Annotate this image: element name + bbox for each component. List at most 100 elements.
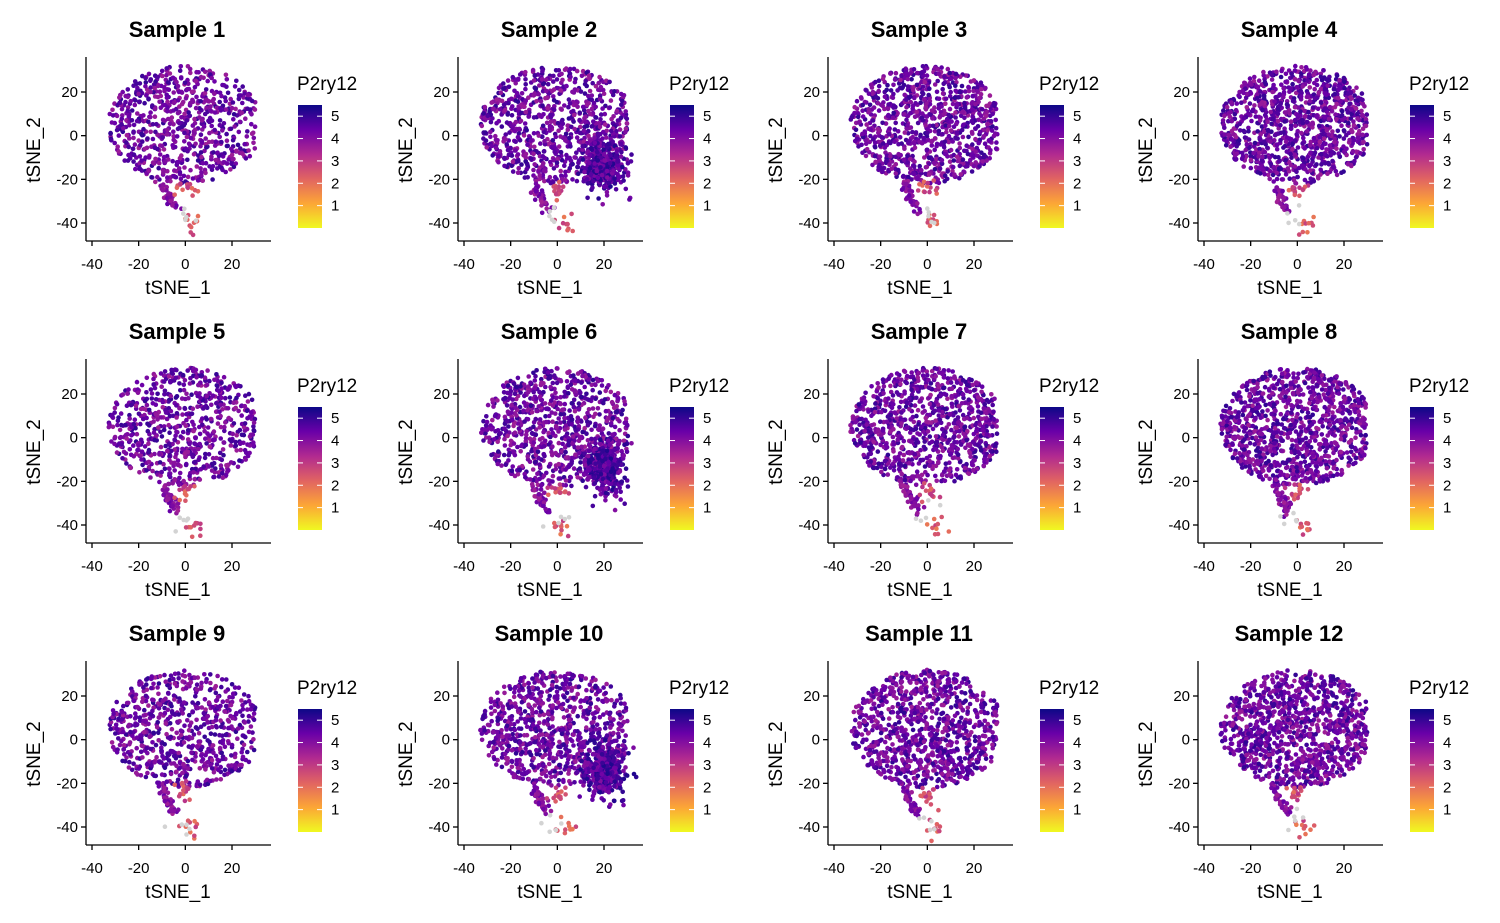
point (217, 118, 223, 123)
panel-title: Sample 4 (1241, 17, 1338, 42)
point (608, 98, 614, 103)
point (188, 224, 194, 230)
point (170, 203, 175, 208)
point (230, 156, 235, 162)
point (548, 112, 553, 118)
point (496, 118, 502, 124)
point (601, 91, 607, 96)
point (242, 403, 248, 409)
point (154, 121, 159, 127)
point (892, 139, 897, 144)
point (970, 142, 975, 147)
point (150, 122, 156, 127)
point (217, 122, 223, 128)
point (1290, 81, 1295, 87)
point (1274, 185, 1279, 190)
point (1278, 201, 1283, 206)
point (211, 429, 217, 434)
point (1298, 94, 1304, 99)
point (521, 133, 527, 138)
point (233, 106, 238, 112)
point (182, 80, 188, 86)
point (505, 112, 511, 117)
point (132, 102, 138, 108)
point (171, 137, 176, 143)
point (551, 166, 557, 171)
point (1281, 195, 1287, 200)
point (142, 146, 147, 152)
point (245, 129, 250, 134)
point (544, 88, 549, 94)
point (902, 146, 907, 151)
point (160, 73, 165, 79)
point (509, 163, 514, 168)
point (905, 153, 910, 159)
point (237, 458, 242, 463)
point (926, 155, 932, 161)
point (1280, 188, 1285, 194)
point (1236, 93, 1241, 98)
point (112, 140, 117, 146)
point (146, 450, 152, 455)
point (895, 88, 900, 93)
point (524, 166, 529, 172)
point (899, 141, 904, 146)
point (131, 159, 136, 164)
point (880, 120, 885, 126)
point (960, 109, 966, 114)
point (885, 106, 891, 112)
point (1282, 110, 1288, 115)
point (230, 137, 236, 143)
point (1357, 128, 1362, 134)
point (872, 153, 878, 159)
point (155, 74, 160, 80)
point (551, 157, 556, 163)
point (543, 77, 549, 82)
point (936, 71, 942, 77)
point (985, 128, 990, 133)
point (562, 163, 567, 168)
point (954, 102, 960, 108)
point (533, 181, 539, 187)
point (931, 178, 936, 183)
point (198, 143, 203, 149)
point (236, 129, 242, 135)
point (985, 103, 991, 108)
point (488, 129, 493, 135)
point (1361, 147, 1366, 152)
point (538, 98, 544, 104)
point (587, 88, 593, 94)
point (523, 82, 528, 87)
point (1341, 149, 1347, 154)
point (523, 109, 529, 115)
point (1321, 136, 1327, 141)
point (174, 79, 179, 85)
point (586, 93, 591, 99)
point (1302, 146, 1307, 151)
point (1308, 150, 1313, 155)
point (124, 436, 129, 441)
point (125, 108, 131, 113)
y-tick-label: 0 (442, 128, 450, 145)
point (914, 82, 920, 88)
point (199, 154, 204, 160)
point (160, 187, 165, 193)
point (140, 73, 145, 79)
x-tick-label: -40 (453, 256, 475, 273)
point (580, 68, 586, 74)
point (524, 128, 529, 133)
point (1318, 151, 1324, 157)
point (504, 120, 510, 125)
point (187, 473, 192, 479)
point (179, 153, 184, 158)
point (502, 156, 507, 161)
point (536, 91, 541, 97)
point (896, 151, 901, 157)
point (164, 132, 170, 137)
point (151, 82, 157, 87)
point (1220, 118, 1226, 123)
point (134, 431, 140, 437)
point (550, 179, 556, 185)
y-tick-label: -20 (56, 171, 78, 188)
point (1345, 162, 1351, 167)
